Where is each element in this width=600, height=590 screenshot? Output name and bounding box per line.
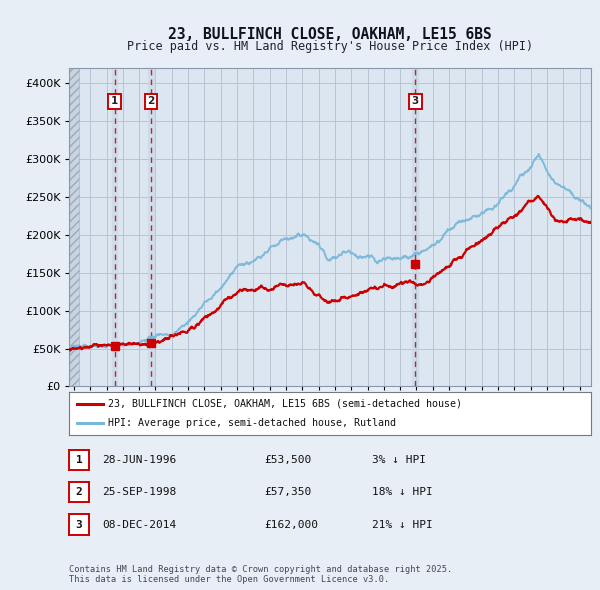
Text: Price paid vs. HM Land Registry's House Price Index (HPI): Price paid vs. HM Land Registry's House … — [127, 40, 533, 53]
Text: 18% ↓ HPI: 18% ↓ HPI — [372, 487, 433, 497]
Text: 21% ↓ HPI: 21% ↓ HPI — [372, 520, 433, 529]
Text: £162,000: £162,000 — [264, 520, 318, 529]
Text: £57,350: £57,350 — [264, 487, 311, 497]
Text: 3: 3 — [412, 96, 419, 106]
Text: 28-JUN-1996: 28-JUN-1996 — [102, 455, 176, 464]
Text: 1: 1 — [76, 455, 82, 464]
Text: Contains HM Land Registry data © Crown copyright and database right 2025.
This d: Contains HM Land Registry data © Crown c… — [69, 565, 452, 584]
Bar — [148, 68, 154, 386]
Text: 2: 2 — [76, 487, 82, 497]
Text: 23, BULLFINCH CLOSE, OAKHAM, LE15 6BS: 23, BULLFINCH CLOSE, OAKHAM, LE15 6BS — [168, 27, 492, 41]
Text: 23, BULLFINCH CLOSE, OAKHAM, LE15 6BS (semi-detached house): 23, BULLFINCH CLOSE, OAKHAM, LE15 6BS (s… — [108, 399, 462, 409]
Bar — [412, 68, 418, 386]
Text: 25-SEP-1998: 25-SEP-1998 — [102, 487, 176, 497]
Text: 1: 1 — [111, 96, 118, 106]
Text: 08-DEC-2014: 08-DEC-2014 — [102, 520, 176, 529]
Bar — [112, 68, 118, 386]
Text: 3: 3 — [76, 520, 82, 529]
Text: 3% ↓ HPI: 3% ↓ HPI — [372, 455, 426, 464]
Text: £53,500: £53,500 — [264, 455, 311, 464]
Text: HPI: Average price, semi-detached house, Rutland: HPI: Average price, semi-detached house,… — [108, 418, 396, 428]
Text: 2: 2 — [148, 96, 155, 106]
